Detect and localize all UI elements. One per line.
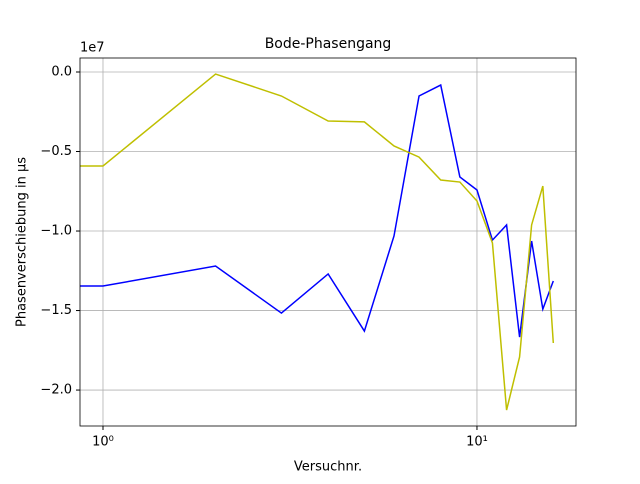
y-tick-label: −0.5 <box>40 144 72 159</box>
series-line <box>80 83 555 338</box>
y-tick-label: −1.5 <box>40 303 72 318</box>
y-tick-label: 0.0 <box>51 64 72 79</box>
series-line <box>80 73 555 411</box>
y-offset-text: 1e7 <box>80 41 105 56</box>
chart-title: Bode-Phasengang <box>265 36 392 52</box>
x-axis-label: Versuchnr. <box>294 460 362 475</box>
x-tick-label: 10⁰ <box>92 435 114 450</box>
plot-frame <box>79 57 577 427</box>
y-axis-label: Phasenverschiebung in µs <box>15 157 30 327</box>
x-tick-label: 10¹ <box>466 435 488 450</box>
y-tick-label: −2.0 <box>40 383 72 398</box>
y-tick-label: −1.0 <box>40 224 72 239</box>
